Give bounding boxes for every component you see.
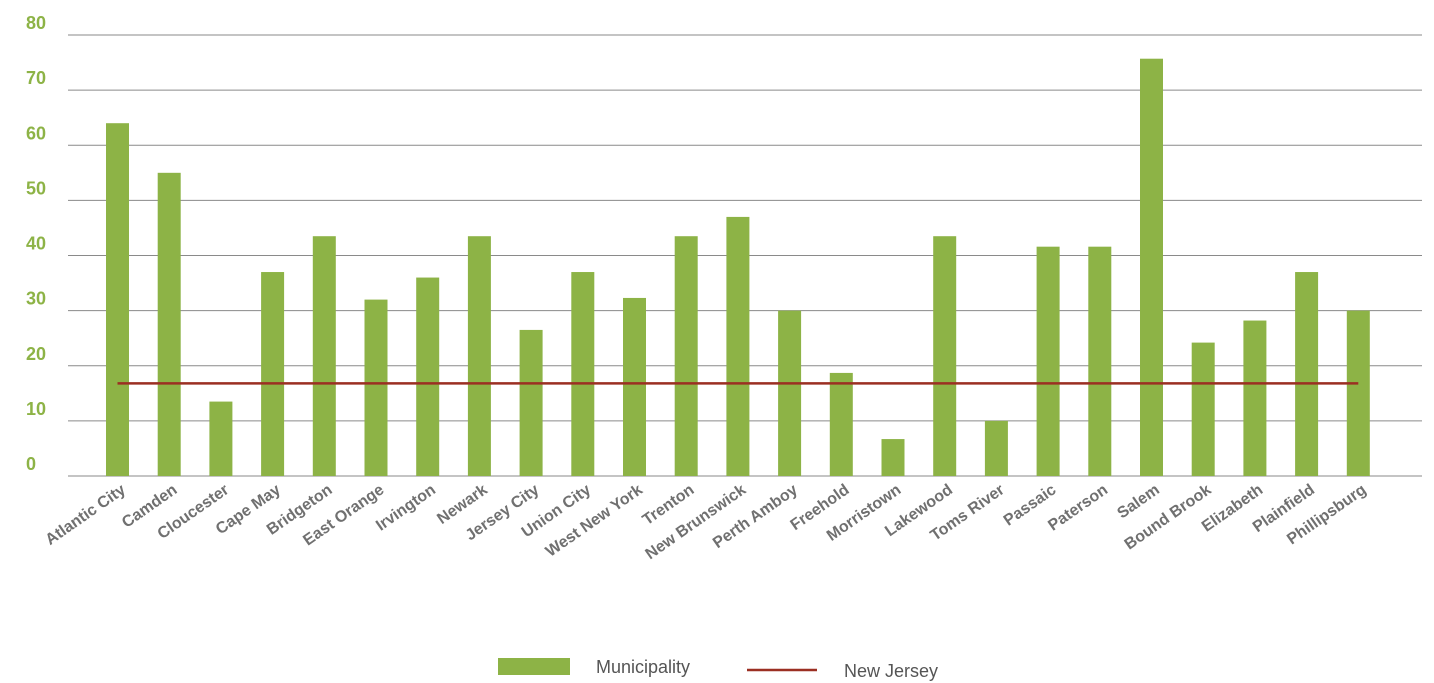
- legend-new-jersey-label: New Jersey: [844, 661, 938, 681]
- x-tick-label: Bound Brook: [1122, 481, 1215, 553]
- bar: [1191, 342, 1215, 476]
- y-tick-label: 10: [26, 399, 46, 419]
- y-axis-ticks: 0 10 20 30 40 50 60 70 80: [26, 13, 46, 474]
- y-tick-label: 20: [26, 344, 46, 364]
- bar: [933, 236, 957, 476]
- bar: [1243, 320, 1267, 476]
- bar: [364, 299, 388, 476]
- bar: [623, 297, 646, 476]
- bar: [106, 123, 129, 476]
- bar: [416, 277, 440, 476]
- x-tick-label: West New York: [543, 481, 646, 560]
- bar: [519, 329, 543, 476]
- bar: [1295, 272, 1319, 476]
- bar: [1088, 246, 1112, 476]
- x-tick-label: Atlantic City: [43, 481, 129, 549]
- y-tick-label: 70: [26, 68, 46, 88]
- bar: [467, 236, 491, 476]
- legend-municipality-label: Municipality: [596, 657, 690, 677]
- bar: [209, 401, 233, 476]
- bar: [984, 420, 1008, 476]
- y-tick-label: 0: [26, 454, 36, 474]
- bar: [674, 236, 698, 476]
- bar: [261, 272, 285, 476]
- bar: [829, 372, 853, 476]
- bar: [312, 236, 336, 476]
- bar: [726, 216, 750, 476]
- bar: [157, 172, 181, 476]
- y-tick-label: 40: [26, 234, 46, 254]
- y-tick-label: 80: [26, 13, 46, 33]
- y-tick-label: 50: [26, 178, 46, 198]
- legend-municipality-swatch: [498, 658, 570, 675]
- bar: [571, 272, 595, 476]
- y-tick-label: 60: [26, 123, 46, 143]
- bar: [881, 439, 905, 476]
- y-tick-label: 30: [26, 289, 46, 309]
- bars: [106, 58, 1370, 477]
- bar: [1036, 246, 1060, 476]
- legend: Municipality New Jersey: [498, 657, 938, 681]
- bar: [1346, 310, 1370, 476]
- bar: [1140, 58, 1163, 477]
- bar: [778, 310, 802, 476]
